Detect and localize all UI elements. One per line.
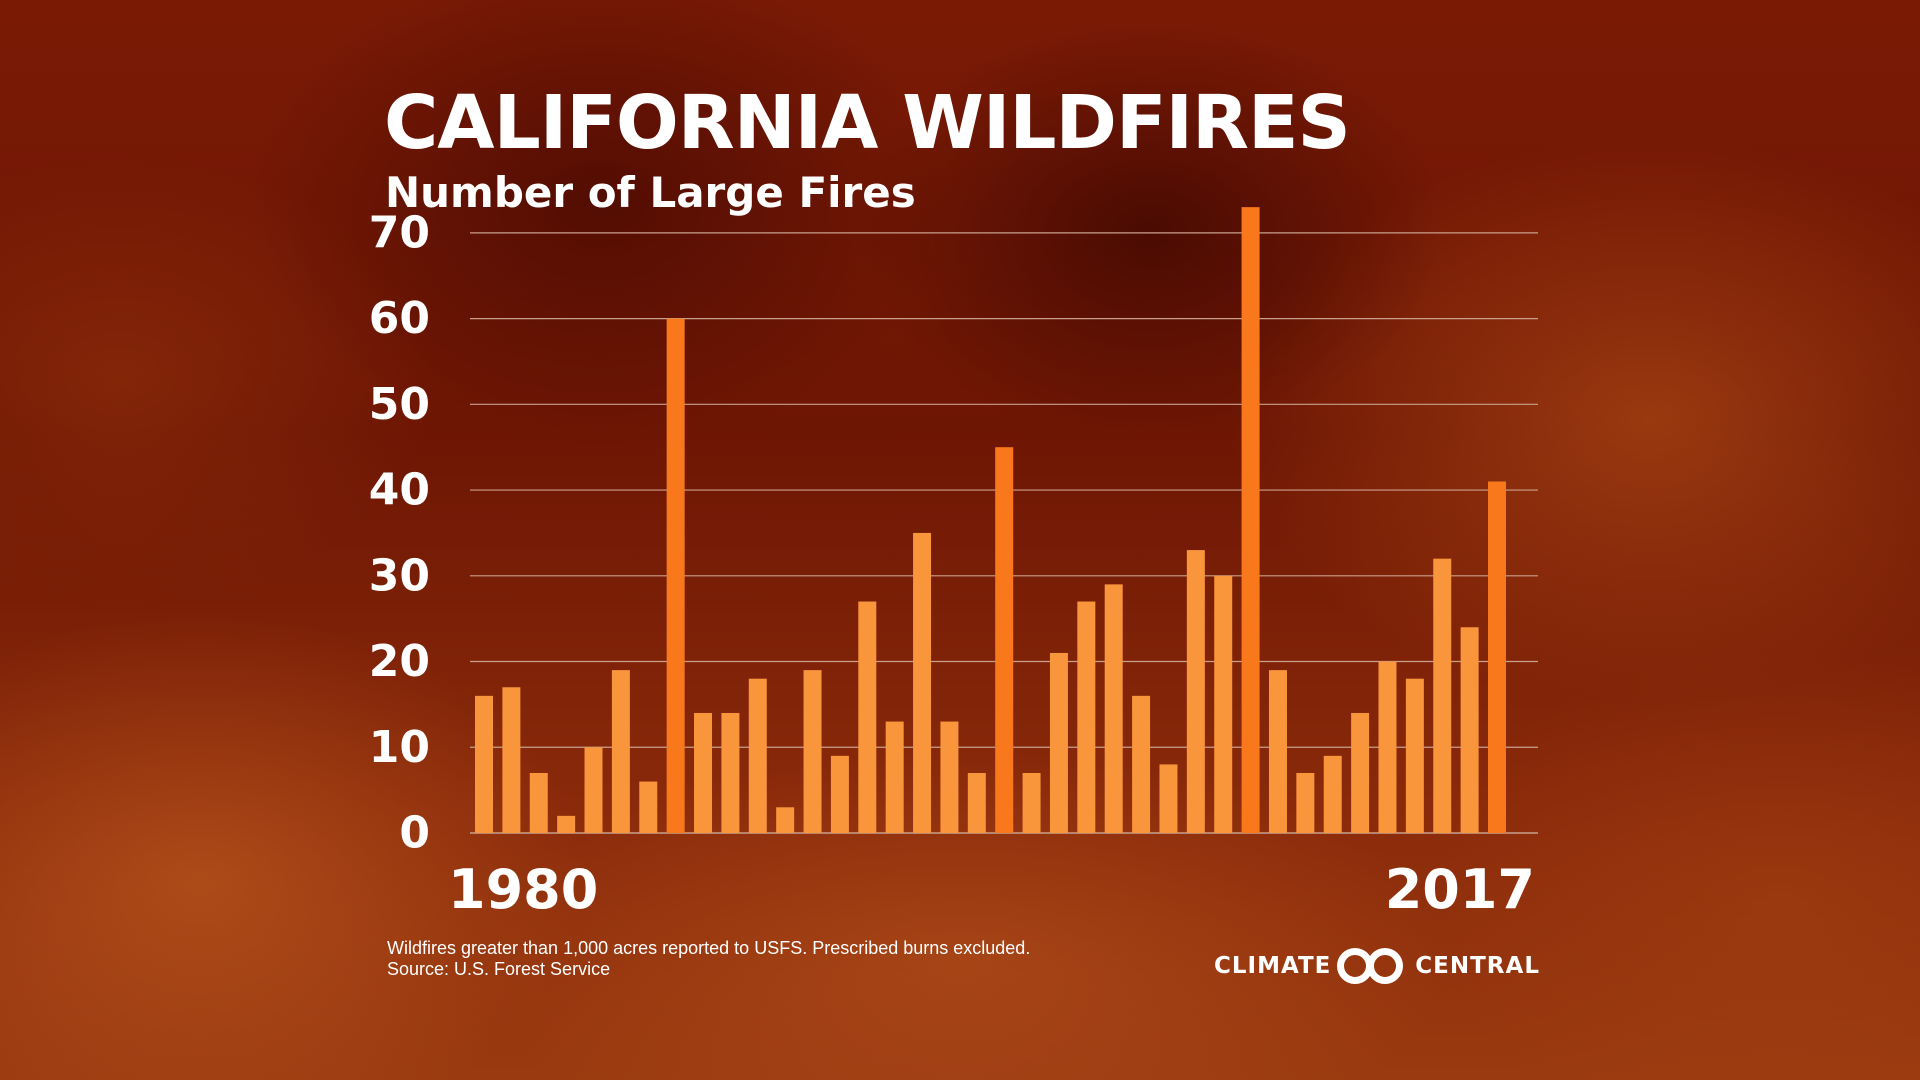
footnote: Wildfires greater than 1,000 acres repor… — [387, 938, 1030, 980]
bar-1983 — [557, 815, 576, 833]
bar-1984 — [584, 747, 603, 833]
y-tick-label-20: 20 — [369, 636, 430, 687]
bars — [475, 207, 1506, 834]
chart-subtitle: Number of Large Fires — [385, 168, 916, 217]
bar-1982 — [529, 772, 548, 833]
y-tick-label-40: 40 — [369, 465, 430, 516]
x-tick-label-2017: 2017 — [1385, 858, 1535, 921]
bar-1990 — [748, 678, 767, 833]
bar-2010 — [1296, 772, 1315, 833]
bar-1987 — [666, 318, 685, 834]
bar-1981 — [502, 687, 521, 833]
y-tick-label-60: 60 — [369, 293, 430, 344]
chart-title: CALIFORNIA WILDFIRES — [384, 80, 1351, 166]
y-axis-ticks: 0 10 20 30 40 50 60 70 — [369, 207, 430, 858]
bar-2000 — [1022, 772, 1041, 833]
bar-2001 — [1049, 652, 1068, 833]
bar-2016 — [1460, 627, 1479, 833]
bar-2006 — [1186, 550, 1205, 833]
bar-2011 — [1323, 755, 1342, 833]
bar-2008 — [1241, 207, 1260, 833]
bar-2012 — [1351, 712, 1370, 833]
bar-1996 — [913, 532, 932, 833]
y-tick-label-0: 0 — [399, 808, 430, 859]
bar-2004 — [1132, 695, 1151, 833]
bar-2005 — [1159, 764, 1178, 833]
footnote-source: Source: U.S. Forest Service — [387, 959, 611, 979]
logo-rings-icon — [1337, 948, 1409, 984]
bar-1999 — [995, 447, 1014, 833]
bar-1986 — [639, 781, 658, 833]
bar-1991 — [776, 807, 795, 833]
bar-2014 — [1405, 678, 1424, 833]
y-tick-label-30: 30 — [369, 550, 430, 601]
bar-1997 — [940, 721, 959, 833]
bar-2003 — [1104, 584, 1123, 833]
bar-1985 — [611, 670, 630, 833]
logo-word-right: CENTRAL — [1415, 953, 1540, 979]
y-tick-label-70: 70 — [369, 207, 430, 258]
bar-2007 — [1214, 575, 1233, 833]
bar-1988 — [694, 712, 713, 833]
bar-1993 — [830, 755, 849, 833]
bar-2002 — [1077, 601, 1096, 833]
bar-1998 — [967, 772, 986, 833]
footnote-description: Wildfires greater than 1,000 acres repor… — [387, 938, 1031, 958]
bar-2015 — [1433, 558, 1452, 833]
x-axis-ticks: 1980 2017 — [448, 858, 1535, 921]
bar-1980 — [475, 695, 493, 833]
climate-central-logo: CLIMATE CENTRAL — [1214, 946, 1540, 986]
bar-2013 — [1378, 661, 1397, 833]
y-tick-label-10: 10 — [369, 722, 430, 773]
bar-1995 — [885, 721, 904, 833]
bar-1994 — [858, 601, 877, 833]
bar-1989 — [721, 712, 740, 833]
bar-2017 — [1488, 481, 1506, 833]
x-tick-label-1980: 1980 — [448, 858, 598, 921]
bar-2009 — [1268, 670, 1287, 833]
bar-1992 — [803, 670, 822, 833]
logo-word-left: CLIMATE — [1214, 953, 1332, 979]
y-tick-label-50: 50 — [369, 379, 430, 430]
